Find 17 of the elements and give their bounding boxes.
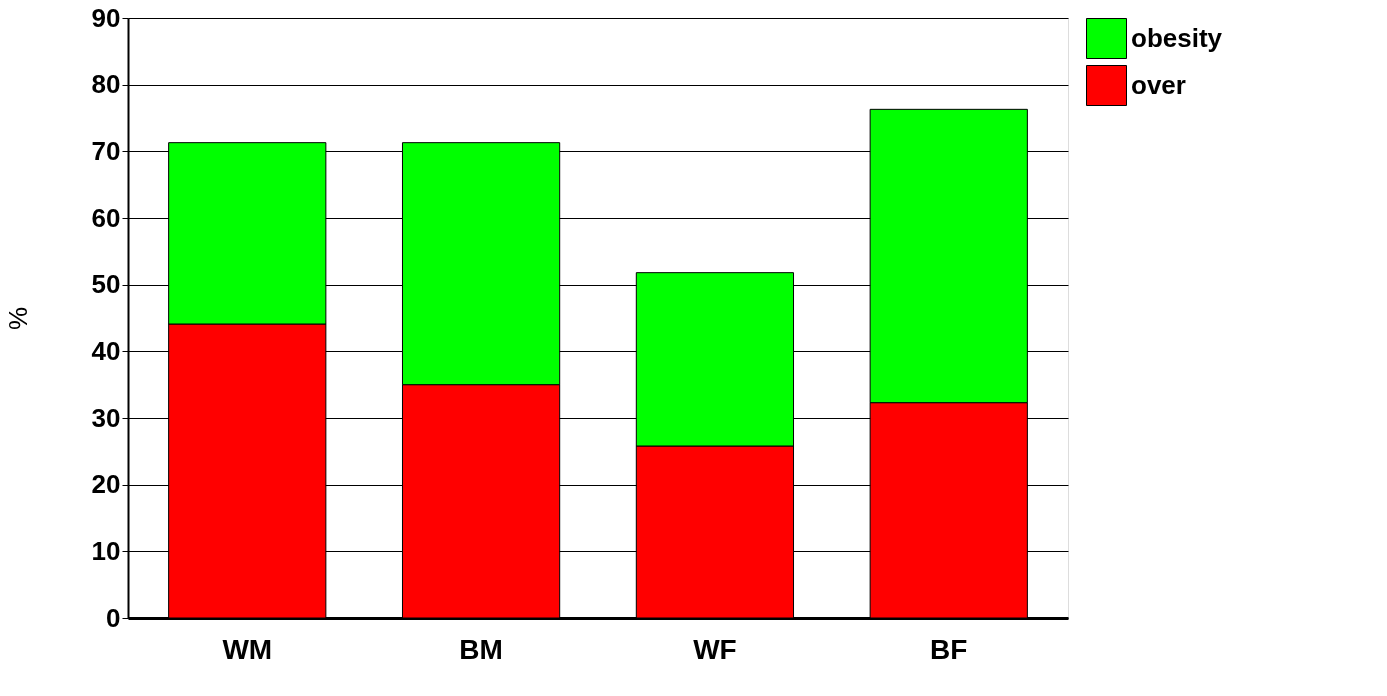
y-axis-title: %: [2, 306, 33, 331]
y-tick-label: 20: [91, 469, 121, 500]
y-tick-label: 10: [91, 535, 121, 566]
legend-label: obesity: [1131, 22, 1223, 53]
legend-label: over: [1131, 69, 1186, 100]
y-tick-label: 0: [106, 602, 121, 633]
x-tick-label: BF: [930, 633, 968, 665]
y-tick-label: 90: [91, 2, 121, 33]
x-tick-label: WF: [693, 633, 737, 665]
x-tick-label: WM: [222, 633, 273, 665]
x-tick-label: BM: [459, 633, 503, 665]
y-tick-label: 40: [91, 335, 121, 366]
y-tick-label: 80: [91, 69, 121, 100]
y-tick-label: 50: [91, 269, 121, 300]
y-tick-label: 30: [91, 402, 121, 433]
y-tick-label: 70: [91, 135, 121, 166]
y-tick-label: 60: [91, 202, 121, 233]
